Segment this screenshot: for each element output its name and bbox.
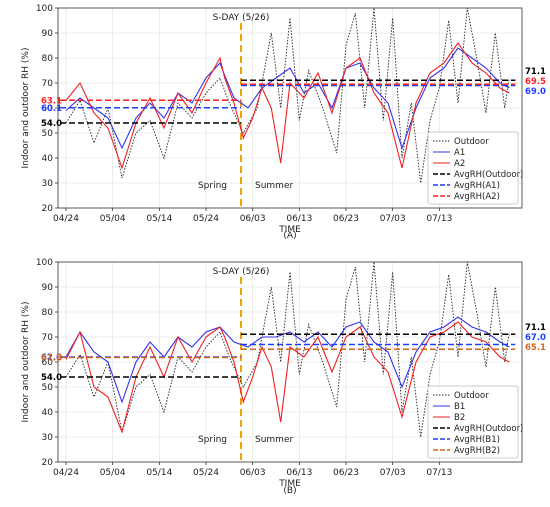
panel-1-series-line-2 [65,42,510,170]
panel-1-avg-label-left: 54.0 [41,119,62,129]
panel-1-x-tick-label: 05/14 [146,214,172,224]
panel-1-y-tick-label: 80 [42,54,54,64]
panel-2-panel-label: (B) [283,486,296,496]
panel-1-y-tick-label: 30 [42,179,54,189]
panel-1-legend-entry: A2 [454,159,465,169]
panel-2-avg-label-right: 67.0 [525,333,546,343]
panel-2-legend-box [427,385,519,459]
panel-2-series-line-2 [65,321,510,434]
panel-1-legend-entry: AvgRH(A1) [454,181,500,191]
panel-1-sday-label: S-DAY (5/26) [213,13,270,23]
panel-2-y-tick-label: 90 [42,283,54,293]
panel-1-y-tick-label: 60 [42,104,54,114]
panel-2-season-label-summer: Summer [255,435,293,445]
panel-2-y-tick-label: 30 [42,433,54,443]
panel-2-x-tick-label: 05/24 [193,468,219,478]
panel-2-avg-label-right: 65.1 [525,343,546,353]
panel-2-x-tick-label: 06/13 [286,468,312,478]
panel-1-avg-label-right: 71.1 [525,67,546,77]
panel-2-x-tick-label: 04/24 [53,468,79,478]
panel-1-y-tick-label: 100 [36,4,53,14]
panel-1-avg-label-left: 60.1 [41,104,62,114]
panel-1-y-tick-label: 90 [42,29,54,39]
panel-1-x-tick-label: 06/23 [333,214,359,224]
panel-2-legend-entry: B2 [454,413,465,423]
panel-1-x-tick-label: 07/03 [380,214,406,224]
panel-1-legend-entry: A1 [454,148,465,158]
panel-2-y-tick-label: 40 [42,408,54,418]
panel-2-x-tick-label: 06/03 [240,468,266,478]
panel-1-y-axis-label: Indoor and outdoor RH (%) [21,48,31,169]
panel-2-y-tick-label: 20 [42,458,54,468]
panel-2-y-axis-label: Indoor and outdoor RH (%) [21,302,31,423]
panel-2-avg-label-left: 54.0 [41,373,62,383]
panel-2-avg-label-left: 61.8 [41,354,62,364]
panel-1-y-tick-label: 20 [42,204,54,214]
panel-2-y-tick-label: 70 [42,333,54,343]
panel-1-y-tick-label: 40 [42,154,54,164]
panel-2-avg-label-left: 62.0 [41,353,62,363]
panel-1-panel-label: (A) [283,231,296,241]
panel-1-x-tick-label: 05/04 [100,214,126,224]
panel-2-legend-entry: B1 [454,402,465,412]
panel-1-x-tick-label: 05/24 [193,214,219,224]
panel-2-x-tick-label: 05/04 [100,468,126,478]
panel-2-x-axis-label: TIME [278,479,301,489]
panel-1-series-line-0 [65,7,510,184]
panel-1-legend-entry: Outdoor [454,137,489,147]
panel-2-legend-entry: AvgRH(B2) [454,446,500,456]
panel-1-avg-label-right: 69.5 [525,77,546,87]
panel-1-x-tick-label: 04/24 [53,214,79,224]
panel-1-avg-label-right: 69.0 [525,87,546,97]
panel-1-x-tick-label: 06/13 [286,214,312,224]
panel-2-x-tick-label: 07/13 [426,468,452,478]
panel-1-season-label-spring: Spring [198,181,227,191]
panel-1-season-label-summer: Summer [255,181,293,191]
panel-1-x-axis-label: TIME [278,225,301,235]
panel-2-series-line-0 [65,261,510,438]
panel-2-legend-entry: AvgRH(B1) [454,435,500,445]
panel-2-legend-entry: Outdoor [454,391,489,401]
panel-2-y-tick-label: 60 [42,358,54,368]
panel-1-legend-entry: AvgRH(A2) [454,192,500,202]
panel-1-legend-entry: AvgRH(Outdoor) [454,170,523,180]
panel-1-legend-box [427,131,519,205]
panel-1-y-tick-label: 50 [42,129,54,139]
panel-1-y-tick-label: 70 [42,79,54,89]
panel-2-x-tick-label: 07/03 [380,468,406,478]
panel-1-x-tick-label: 06/03 [240,214,266,224]
panel-1-x-tick-label: 07/13 [426,214,452,224]
panel-2-x-tick-label: 06/23 [333,468,359,478]
panel-1-avg-label-left: 63.1 [41,96,62,106]
panel-2-season-label-spring: Spring [198,435,227,445]
panel-2-y-tick-label: 50 [42,383,54,393]
panel-2-legend-entry: AvgRH(Outdoor) [454,424,523,434]
panel-2-avg-label-right: 71.1 [525,323,546,333]
panel-2-y-tick-label: 80 [42,308,54,318]
panel-2-x-tick-label: 05/14 [146,468,172,478]
panel-2-y-tick-label: 100 [36,258,53,268]
panel-2-sday-label: S-DAY (5/26) [213,267,270,277]
